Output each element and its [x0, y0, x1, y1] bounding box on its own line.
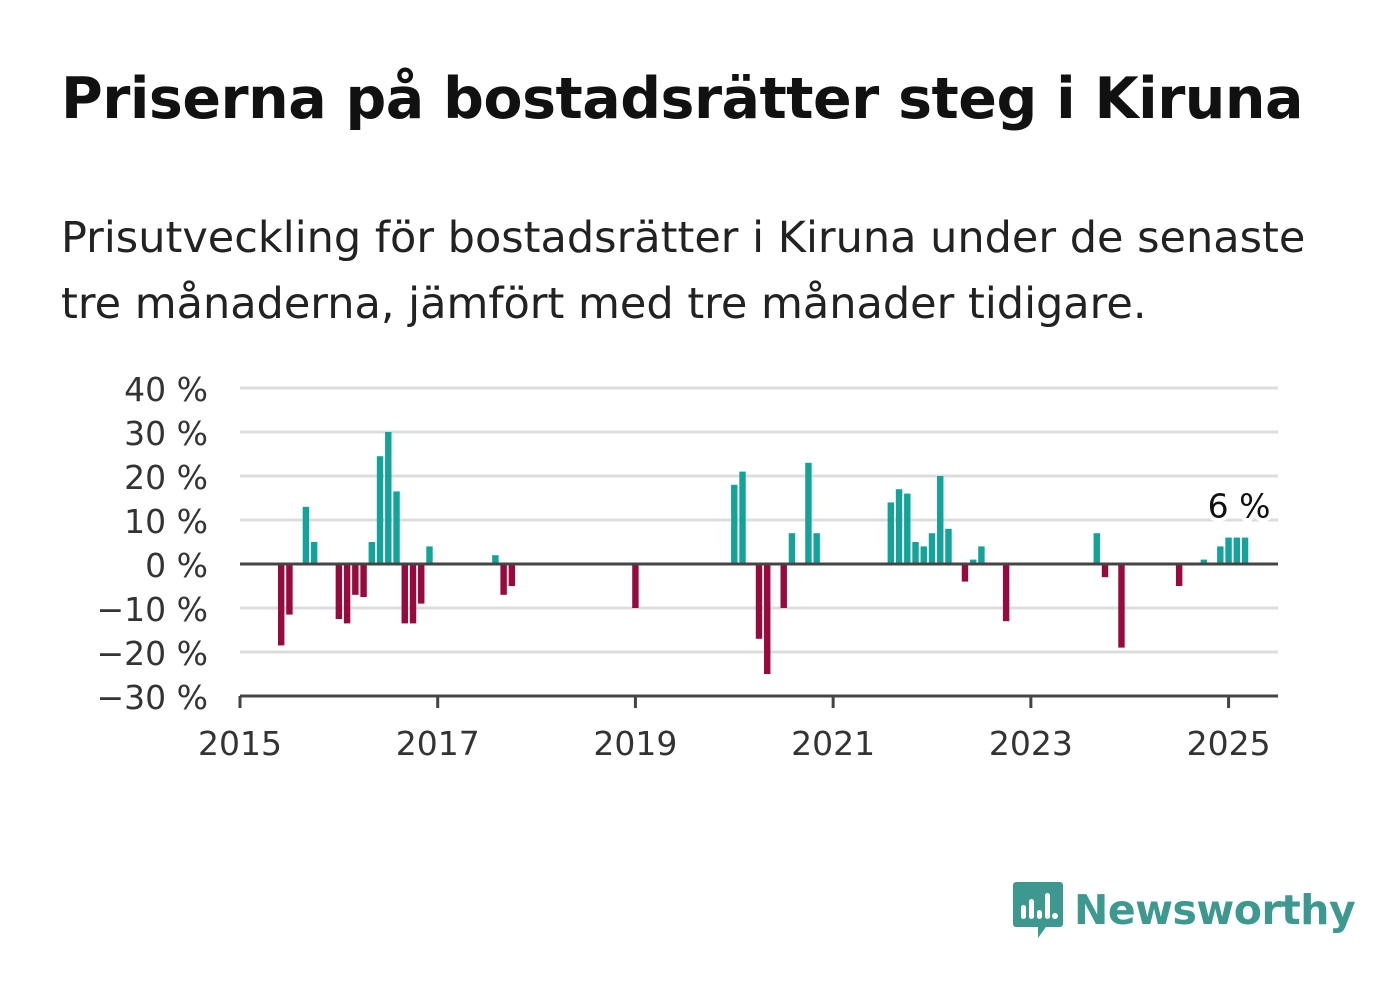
bar [393, 491, 400, 564]
bar [1233, 537, 1241, 564]
bar [426, 546, 433, 564]
bar [928, 533, 936, 564]
x-tick-label: 2023 [989, 724, 1073, 763]
axes [238, 562, 1278, 708]
bar [1002, 564, 1010, 622]
y-tick-label: −20 % [97, 634, 209, 673]
x-tick-label: 2017 [396, 724, 480, 763]
bar [508, 564, 516, 586]
bar [632, 564, 639, 608]
bar [335, 564, 343, 619]
y-tick-label: 30 % [124, 414, 208, 453]
bar [352, 564, 359, 595]
bar [286, 564, 293, 615]
y-tick-label: −10 % [97, 590, 209, 629]
bar [755, 564, 763, 639]
bar [920, 546, 927, 564]
bar [360, 564, 367, 597]
bar [418, 564, 425, 604]
x-tick-label: 2015 [198, 724, 282, 763]
bar [1118, 564, 1125, 648]
bar [409, 564, 417, 624]
newsworthy-logo: Newsworthy [1012, 880, 1356, 940]
bar [343, 564, 351, 624]
y-tick-label: 10 % [124, 502, 208, 541]
chart-title: Priserna på bostadsrätter steg i Kiruna [61, 66, 1303, 132]
bar [492, 555, 499, 564]
bar [895, 489, 903, 564]
y-tick-label: 20 % [124, 458, 208, 497]
bar [813, 533, 820, 564]
brand-name: Newsworthy [1074, 886, 1356, 934]
bar [969, 559, 977, 564]
bar [764, 564, 771, 674]
bar [912, 542, 919, 564]
bar [277, 564, 285, 646]
bar [1217, 546, 1224, 564]
bar [1241, 537, 1249, 564]
x-tick-label: 2025 [1187, 724, 1271, 763]
bar [401, 564, 408, 624]
y-tick-label: 0 % [145, 546, 208, 585]
bar [780, 564, 787, 608]
bar [310, 542, 318, 564]
bar [945, 528, 952, 564]
bar [1101, 564, 1109, 578]
annotation-label: 6 % [1208, 487, 1271, 526]
bar [978, 546, 985, 564]
bar [302, 506, 310, 564]
x-tick-label: 2019 [593, 724, 677, 763]
bar [904, 493, 911, 564]
bar [1225, 537, 1232, 564]
bar [739, 471, 746, 564]
x-tick-label: 2021 [791, 724, 875, 763]
bar-chart-speech-bubble-icon [1013, 882, 1063, 938]
axis-labels: −30 % −20 % −10 % 0 % 10 % 20 % 30 % 40 % 2015 20… [97, 370, 1275, 763]
bar [376, 456, 384, 564]
bar [1175, 564, 1183, 586]
bar [1093, 533, 1100, 564]
bars [277, 432, 1249, 674]
bar [385, 432, 392, 564]
bar [368, 542, 376, 564]
bar [1200, 559, 1208, 564]
chart-subtitle: Prisutveckling för bostadsrätter i Kirun… [61, 213, 1306, 329]
y-tick-label: −30 % [97, 678, 209, 717]
bar [805, 462, 812, 564]
bar [937, 476, 944, 564]
bar [961, 564, 969, 582]
bar [887, 502, 895, 564]
bar [731, 484, 738, 564]
y-tick-label: 40 % [124, 370, 208, 409]
bar [788, 533, 796, 564]
bar [500, 564, 507, 595]
